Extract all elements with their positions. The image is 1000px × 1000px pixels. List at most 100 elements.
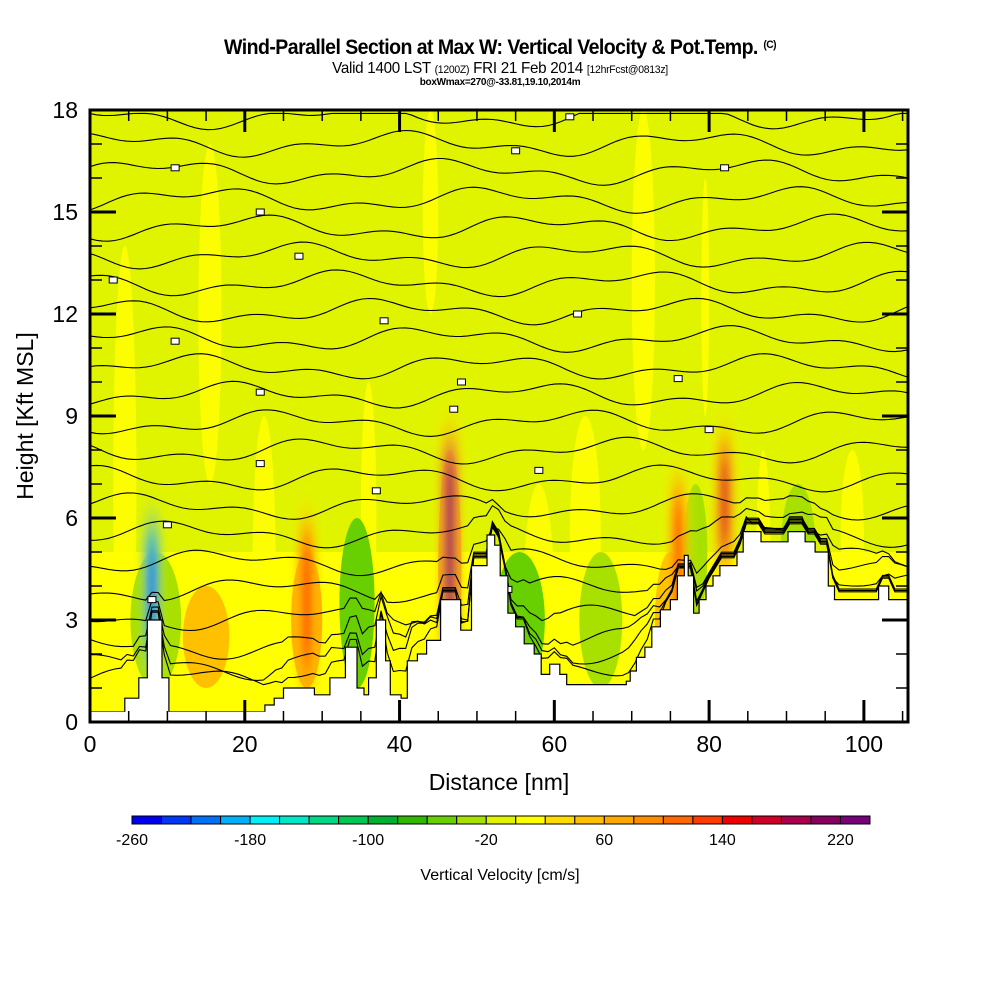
subtitle-fcst: [12hrFcst@0813z] [586, 64, 668, 76]
colorbar-tick-label: -180 [234, 832, 266, 849]
theta-contour-line [90, 186, 908, 214]
colorbar-swatch [338, 815, 369, 825]
contour-label-mark [170, 337, 180, 345]
colorbar-tick-label: -100 [352, 832, 384, 849]
subtitle-date: FRI 21 Feb 2014 [473, 60, 583, 77]
terrain-mask [90, 531, 908, 722]
contour-label-mark [371, 487, 381, 495]
theta-contour-line [90, 492, 908, 521]
contour-label-mark [720, 164, 730, 172]
contour-label-mark [673, 375, 683, 383]
colorbar-swatch [633, 815, 664, 825]
theta-contour-line [90, 380, 908, 409]
colorbar-tick-label: 140 [709, 832, 736, 849]
contour-label-mark [511, 147, 521, 155]
velocity-plume [720, 457, 729, 549]
colorbar-swatch [603, 815, 635, 825]
contour-label-mark [456, 378, 466, 386]
colorbar-swatch [485, 815, 517, 825]
colorbar-tick-label: 60 [595, 832, 613, 849]
contour-label-mark [255, 388, 265, 396]
colorbar-swatch [692, 815, 723, 825]
y-tick-label: 15 [52, 199, 78, 225]
theta-contour-line [90, 129, 908, 158]
colorbar-swatch [367, 815, 399, 825]
colorbar-swatch [751, 815, 782, 825]
chart-box-info: boxWmax=270@-33.81,19.10,2014m [419, 77, 581, 88]
y-axis-tick-labels: 0 3 6 9 12 15 18 [52, 97, 78, 735]
colorbar [131, 815, 871, 825]
contour-label-mark [294, 252, 304, 260]
colorbar-tick-labels: -260 -180 -100 -20 60 140 220 [116, 832, 854, 849]
colorbar-swatch [308, 815, 340, 825]
x-tick-label: 60 [542, 731, 568, 757]
x-axis-tick-labels: 0 20 40 60 80 100 [84, 731, 883, 757]
contour-label-mark [704, 426, 714, 434]
y-tick-label: 12 [52, 301, 78, 327]
y-tick-label: 9 [65, 403, 78, 429]
colorbar-swatch [279, 815, 310, 825]
plot-area [90, 110, 908, 722]
x-tick-label: 100 [845, 731, 883, 757]
colorbar-title: Vertical Velocity [cm/s] [420, 867, 579, 884]
colorbar-swatch [574, 815, 605, 825]
velocity-plume [302, 536, 312, 670]
colorbar-swatch [515, 815, 546, 825]
colorbar-swatch [839, 815, 871, 825]
contour-label-mark [449, 405, 459, 413]
y-tick-label: 3 [65, 607, 78, 633]
colorbar-swatch [397, 815, 428, 825]
colorbar-tick-label: -20 [475, 832, 498, 849]
velocity-streak [198, 144, 222, 484]
colorbar-swatch [721, 815, 753, 825]
contour-label-mark [534, 466, 544, 474]
chart-title: Wind-Parallel Section at Max W: Vertical… [35, 36, 965, 60]
theta-contour-line [90, 504, 908, 549]
theta-contour-line [90, 297, 908, 326]
x-tick-label: 40 [387, 731, 413, 757]
contour-label-mark [379, 317, 389, 325]
theta-contour-line [90, 241, 908, 270]
x-axis-label: Distance [nm] [429, 769, 570, 795]
y-tick-label: 0 [65, 709, 78, 735]
subtitle-valid: Valid 1400 LST [332, 60, 431, 77]
theta-contour-line [90, 213, 908, 242]
velocity-plume [446, 459, 454, 641]
colorbar-swatch [662, 815, 694, 825]
colorbar-tick-label: 220 [827, 832, 854, 849]
velocity-streak [631, 110, 655, 450]
copyright-mark: (C) [763, 39, 776, 51]
theta-contour-line [90, 464, 908, 493]
contour-label-mark [255, 460, 265, 468]
subtitle-utc: (1200Z) [434, 64, 470, 76]
y-tick-label: 18 [52, 97, 78, 123]
colorbar-swatch [249, 815, 281, 825]
colorbar-swatch [220, 815, 251, 825]
velocity-streak [422, 110, 439, 314]
colorbar-swatch [161, 815, 192, 825]
contour-label-mark [255, 208, 265, 216]
colorbar-swatch [190, 815, 222, 825]
theta-contour-line [90, 409, 908, 437]
colorbar-swatch [810, 815, 841, 825]
theta-contour-line [90, 157, 908, 186]
x-axis-ticks [88, 110, 904, 722]
y-axis-ticks [90, 108, 908, 724]
theta-contour-line [90, 353, 908, 380]
downdraft-zone [579, 552, 623, 688]
theta-contour-line [90, 112, 908, 131]
colorbar-tick-label: -260 [116, 832, 148, 849]
chart-title-text: Wind-Parallel Section at Max W: Vertical… [224, 36, 758, 59]
contour-label-mark [573, 310, 583, 318]
chart-subtitle: Valid 1400 LST (1200Z) FRI 21 Feb 2014 [… [25, 60, 975, 78]
x-tick-label: 80 [696, 731, 722, 757]
colorbar-swatch [426, 815, 458, 825]
theta-contour-line [90, 325, 908, 353]
contour-label-mark [108, 276, 118, 284]
y-tick-label: 6 [65, 505, 78, 531]
theta-contour-line [90, 269, 908, 298]
terrain-floor [90, 711, 908, 722]
theta-contour-line [90, 515, 908, 577]
contour-label-mark [565, 113, 575, 121]
